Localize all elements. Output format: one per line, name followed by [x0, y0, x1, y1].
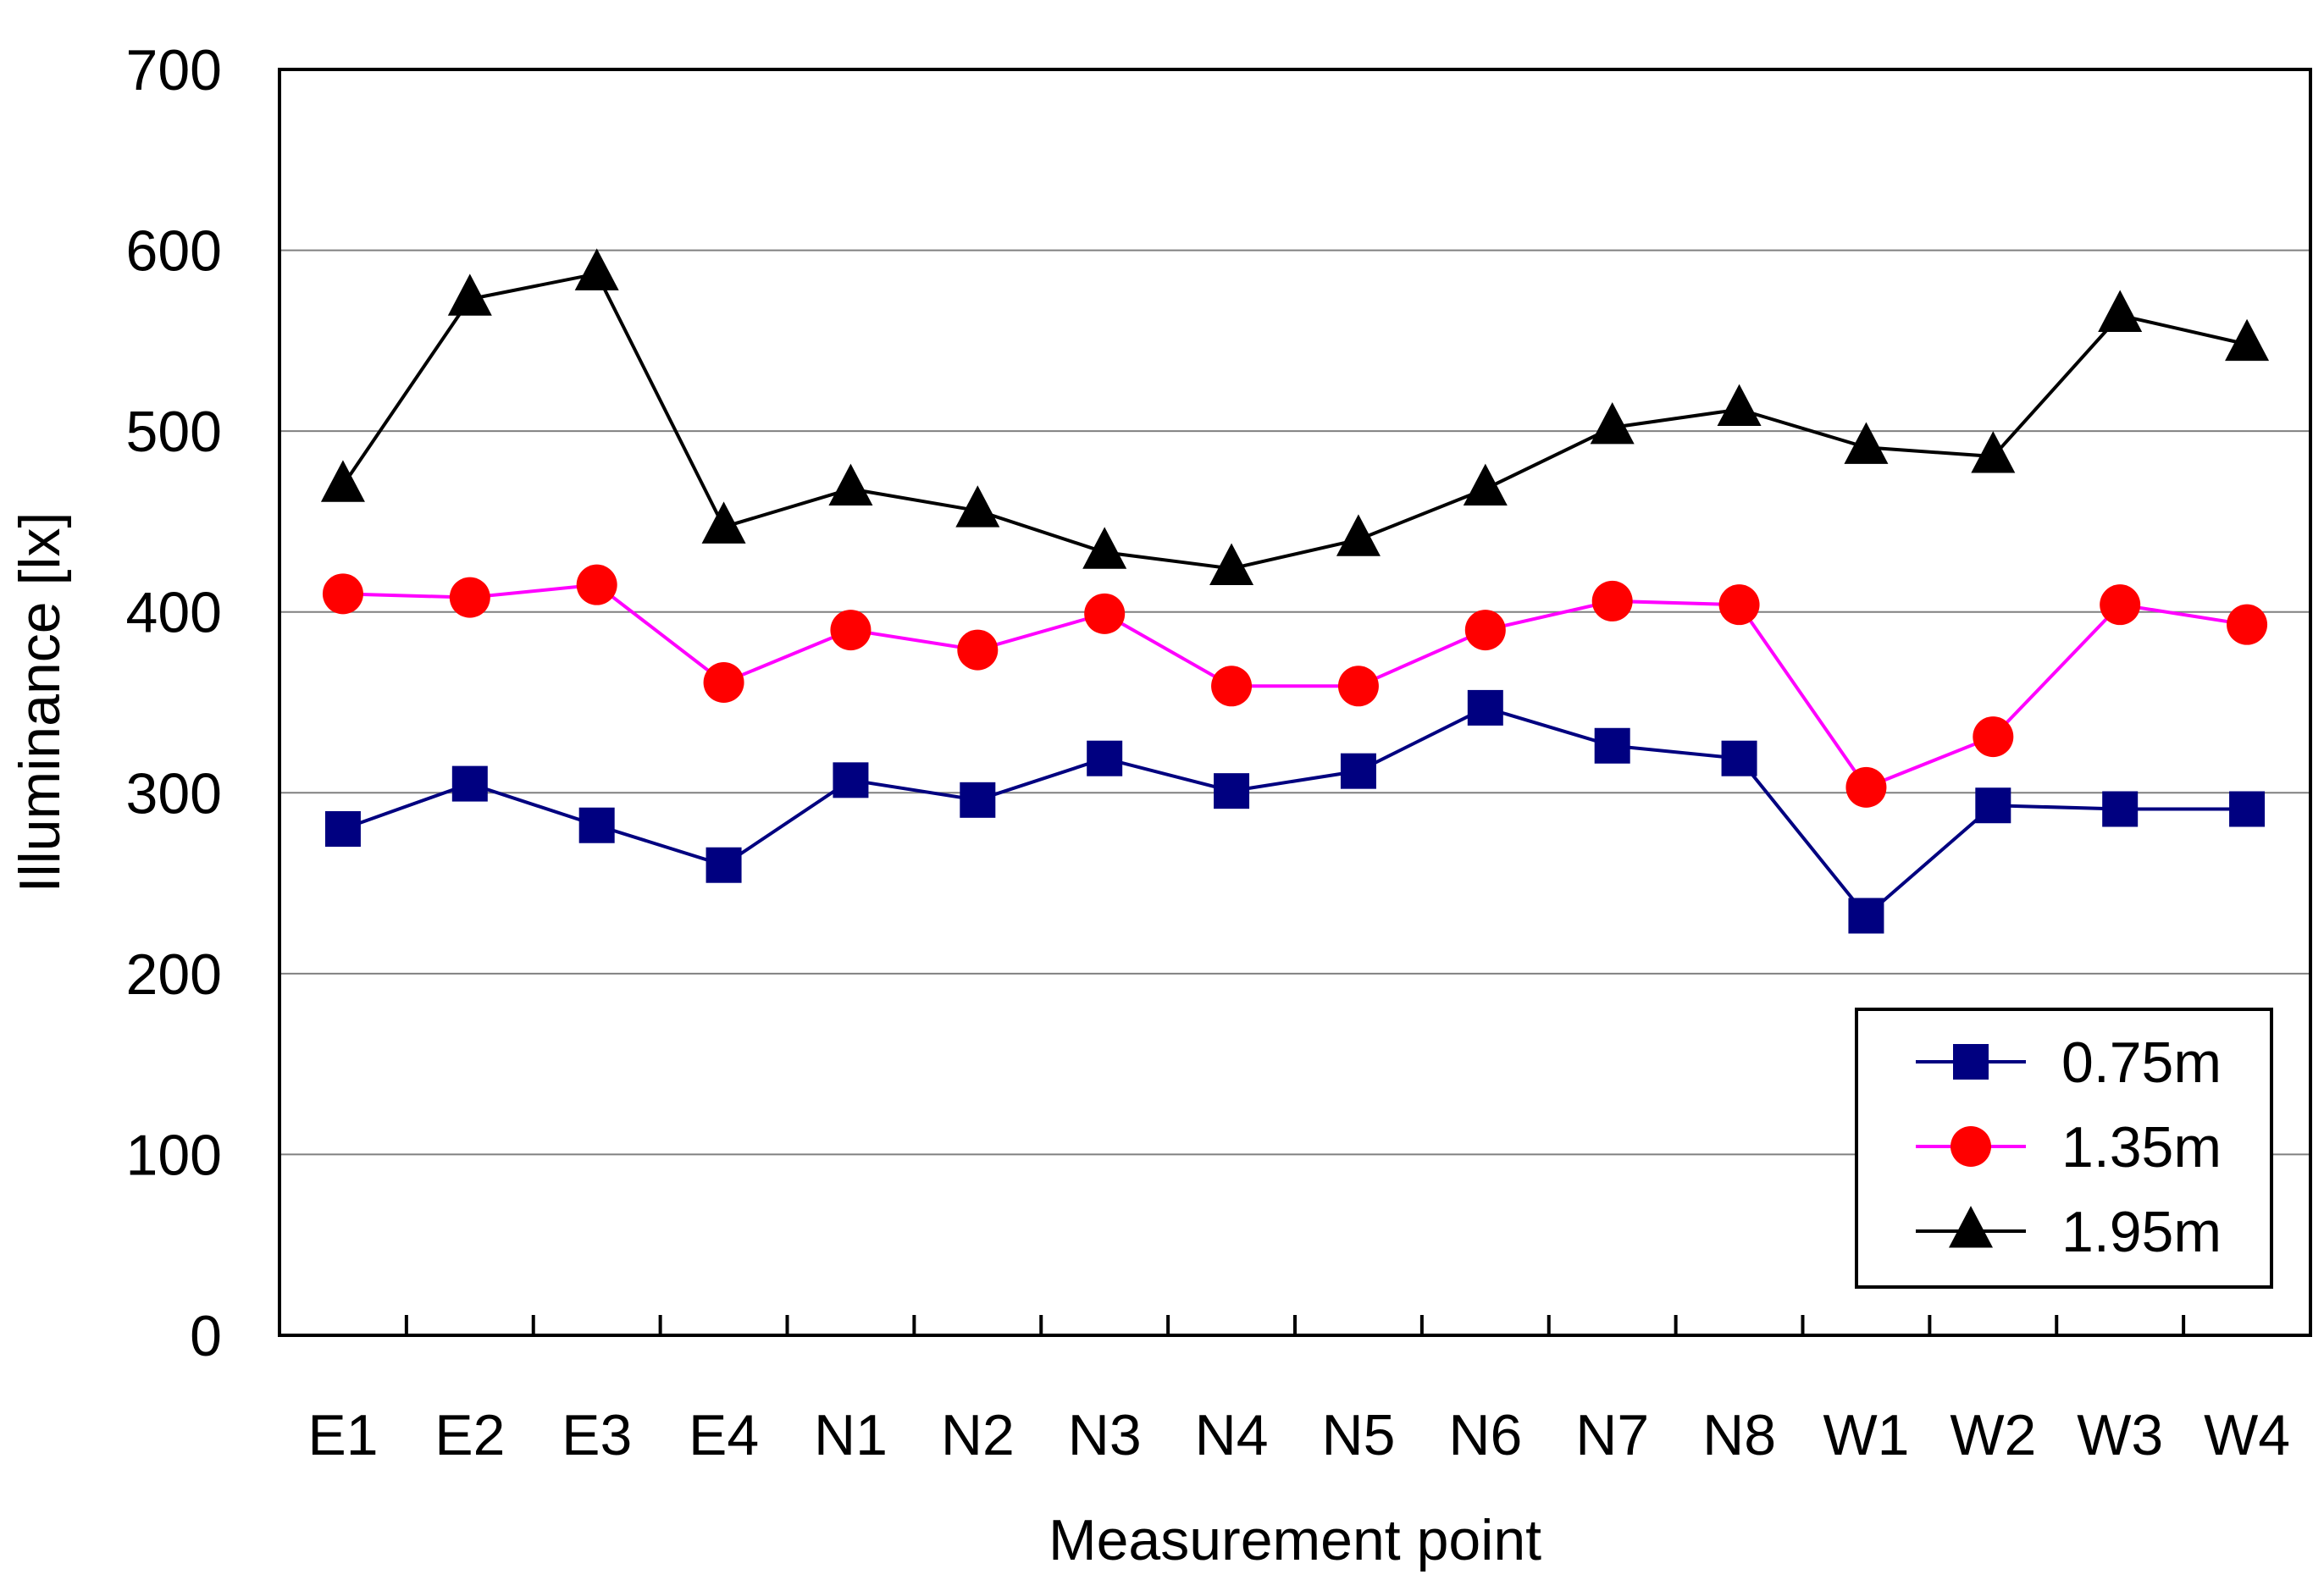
legend-entry: 1.35m [1916, 1115, 2222, 1179]
x-tick-label: N8 [1702, 1403, 1776, 1467]
data-point [1214, 773, 1250, 809]
data-point [2100, 584, 2141, 626]
y-tick-label: 200 [126, 942, 222, 1007]
data-point [1336, 514, 1381, 556]
legend-marker [1953, 1044, 1989, 1080]
x-tick-label: N3 [1068, 1403, 1142, 1467]
x-tick-label: E4 [689, 1403, 759, 1467]
data-point [1844, 422, 1889, 464]
data-point [2229, 791, 2266, 827]
data-point [1845, 766, 1887, 808]
data-point [1340, 753, 1376, 789]
data-point [324, 811, 361, 847]
x-tick-label: N5 [1321, 1403, 1395, 1467]
series-line [342, 583, 2248, 790]
x-tick-label: E3 [562, 1403, 632, 1467]
data-point [447, 273, 492, 316]
y-tick-label: 300 [126, 761, 222, 826]
series-layer [320, 248, 2270, 934]
x-tick-label: W2 [1950, 1403, 2036, 1467]
data-point [2102, 791, 2139, 827]
data-point [320, 460, 365, 502]
series-1.35m [322, 564, 2268, 808]
legend-entry: 1.95m [1916, 1200, 2222, 1264]
x-tick-label: N7 [1575, 1403, 1649, 1467]
data-point [576, 564, 617, 605]
axes: 0 100 200 300 400 500 600 700 E1 E2 E3 E4 N1 N2 N3 N4 N5… [126, 38, 2291, 1467]
x-tick-label: E2 [434, 1403, 505, 1467]
y-axis-title: Illuminance [lx] [8, 512, 72, 893]
data-point [449, 577, 490, 618]
data-point [706, 847, 742, 883]
x-tick-label: W4 [2204, 1403, 2290, 1467]
data-point [701, 501, 746, 544]
x-tick-label: E1 [307, 1403, 378, 1467]
data-point [1848, 898, 1884, 934]
data-point [1209, 543, 1254, 585]
y-tick-label: 700 [126, 38, 222, 102]
data-point [1467, 689, 1503, 726]
data-point [1463, 463, 1508, 505]
series-1.95m [320, 248, 2270, 585]
series-line [342, 705, 2248, 919]
x-tick-label: N4 [1195, 1403, 1269, 1467]
series-0.75m [324, 689, 2266, 934]
series-line [341, 272, 2248, 571]
y-tick-label: 400 [126, 581, 222, 645]
legend-label: 1.35m [2061, 1115, 2222, 1179]
data-point [1975, 787, 2011, 824]
data-point [1082, 527, 1127, 569]
data-point [828, 463, 873, 505]
legend-label: 0.75m [2061, 1030, 2222, 1095]
legend: 0.75m 1.35m 1.95m [1855, 1008, 2273, 1289]
data-point [2227, 604, 2268, 645]
data-point [2225, 318, 2270, 362]
x-tick-label: N1 [814, 1403, 888, 1467]
data-point [1594, 727, 1630, 764]
data-point [322, 573, 363, 615]
x-tick-label: N6 [1448, 1403, 1522, 1467]
x-tick-label: W1 [1823, 1403, 1909, 1467]
legend-marker [1949, 1206, 1993, 1248]
x-tick-label: N2 [941, 1403, 1015, 1467]
data-point [1717, 384, 1762, 427]
legend-entry: 0.75m [1916, 1030, 2222, 1095]
data-point [1464, 610, 1506, 651]
data-point [1718, 584, 1760, 626]
data-point [574, 248, 619, 290]
data-point [960, 782, 996, 818]
data-point [1590, 401, 1635, 445]
data-point [1971, 431, 2016, 473]
legend-label: 1.95m [2061, 1200, 2222, 1264]
data-point [955, 485, 1000, 528]
data-point [1337, 666, 1379, 707]
data-point [1591, 580, 1633, 622]
data-point [830, 610, 872, 651]
data-point [451, 765, 488, 802]
data-point [1973, 716, 2014, 758]
data-point [957, 629, 999, 671]
y-tick-label: 500 [126, 400, 222, 464]
data-point [703, 662, 744, 704]
data-point [1087, 740, 1123, 776]
y-tick-label: 100 [126, 1123, 222, 1187]
y-tick-label: 0 [190, 1304, 222, 1368]
data-point [1721, 740, 1757, 776]
data-point [833, 762, 869, 798]
y-tick-label: 600 [126, 219, 222, 284]
x-tick-label: W3 [2077, 1403, 2163, 1467]
x-axis-title: Measurement point [1049, 1508, 1541, 1572]
legend-marker [1951, 1126, 1991, 1167]
data-point [2098, 290, 2143, 332]
data-point [1211, 666, 1253, 707]
data-point [1084, 593, 1126, 634]
data-point [578, 807, 615, 843]
